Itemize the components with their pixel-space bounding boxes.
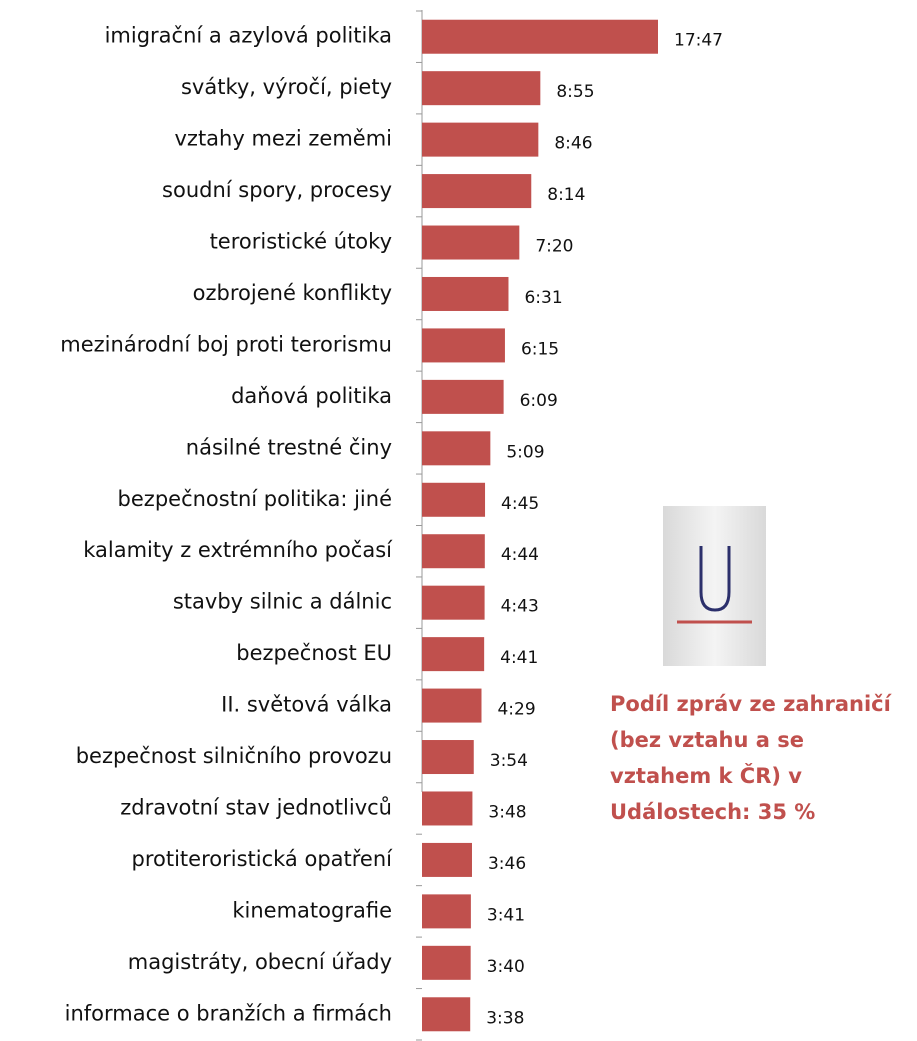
- bar: [422, 71, 541, 106]
- value-label: 5:09: [506, 442, 544, 462]
- bar: [422, 894, 471, 929]
- value-label: 4:44: [501, 545, 539, 565]
- logo: [663, 506, 766, 666]
- category-label: svátky, výročí, piety: [181, 75, 392, 99]
- annotation: Podíl zpráv ze zahraničí: [610, 692, 893, 716]
- value-label: 3:48: [488, 802, 526, 822]
- value-label: 17:47: [674, 31, 723, 51]
- bar: [422, 19, 658, 54]
- category-label: protiteroristická opatření: [132, 847, 394, 871]
- annotation: vztahem k ČR) v: [610, 763, 802, 788]
- category-label: informace o branžích a firmách: [65, 1001, 392, 1025]
- value-label: 8:14: [547, 185, 585, 205]
- bar: [422, 482, 486, 517]
- category-label: teroristické útoky: [210, 230, 392, 254]
- value-label: 4:43: [501, 597, 539, 617]
- category-label: kalamity z extrémního počasí: [83, 538, 393, 562]
- category-label: II. světová válka: [221, 693, 392, 717]
- bar: [422, 225, 520, 260]
- value-label: 4:45: [501, 494, 539, 514]
- bar: [422, 276, 509, 311]
- value-label: 3:40: [487, 957, 525, 977]
- category-label: daňová politika: [231, 384, 392, 408]
- bar: [422, 585, 485, 620]
- value-label: 6:15: [521, 339, 559, 359]
- category-label: imigrační a azylová politika: [105, 24, 392, 48]
- bar: [422, 534, 485, 569]
- value-label: 3:54: [490, 751, 528, 771]
- value-label: 4:41: [500, 648, 538, 668]
- category-label: násilné trestné činy: [186, 435, 392, 459]
- category-label: mezinárodní boj proti terorismu: [60, 332, 392, 356]
- category-label: bezpečnost silničního provozu: [76, 744, 392, 768]
- category-label: vztahy mezi zeměmi: [175, 127, 393, 151]
- category-label: bezpečnost EU: [236, 641, 392, 665]
- category-label: ozbrojené konflikty: [193, 281, 392, 305]
- bar: [422, 637, 485, 672]
- value-label: 4:29: [497, 700, 535, 720]
- value-label: 3:38: [486, 1008, 524, 1028]
- annotation: Událostech: 35 %: [610, 800, 815, 824]
- bar: [422, 122, 539, 157]
- bar: [422, 328, 505, 363]
- category-label: kinematografie: [232, 898, 392, 922]
- bar: [422, 174, 532, 209]
- value-label: 3:46: [488, 854, 526, 874]
- value-label: 8:55: [556, 82, 594, 102]
- value-label: 8:46: [554, 134, 592, 154]
- category-label: zdravotní stav jednotlivců: [120, 795, 392, 819]
- bar: [422, 740, 474, 775]
- value-label: 6:09: [520, 391, 558, 411]
- bar: [422, 791, 473, 826]
- category-label: soudní spory, procesy: [162, 178, 392, 202]
- bar: [422, 842, 472, 877]
- category-label: bezpečnostní politika: jiné: [118, 487, 392, 511]
- bar: [422, 997, 471, 1032]
- bar: [422, 945, 471, 980]
- bar: [422, 688, 482, 723]
- value-label: 6:31: [524, 288, 562, 308]
- value-label: 3:41: [487, 905, 525, 925]
- category-label: stavby silnic a dálnic: [173, 590, 392, 614]
- bar: [422, 379, 504, 414]
- value-label: 7:20: [535, 237, 573, 257]
- bar: [422, 431, 491, 466]
- annotation: (bez vztahu a se: [610, 728, 804, 752]
- category-label: magistráty, obecní úřady: [128, 950, 392, 974]
